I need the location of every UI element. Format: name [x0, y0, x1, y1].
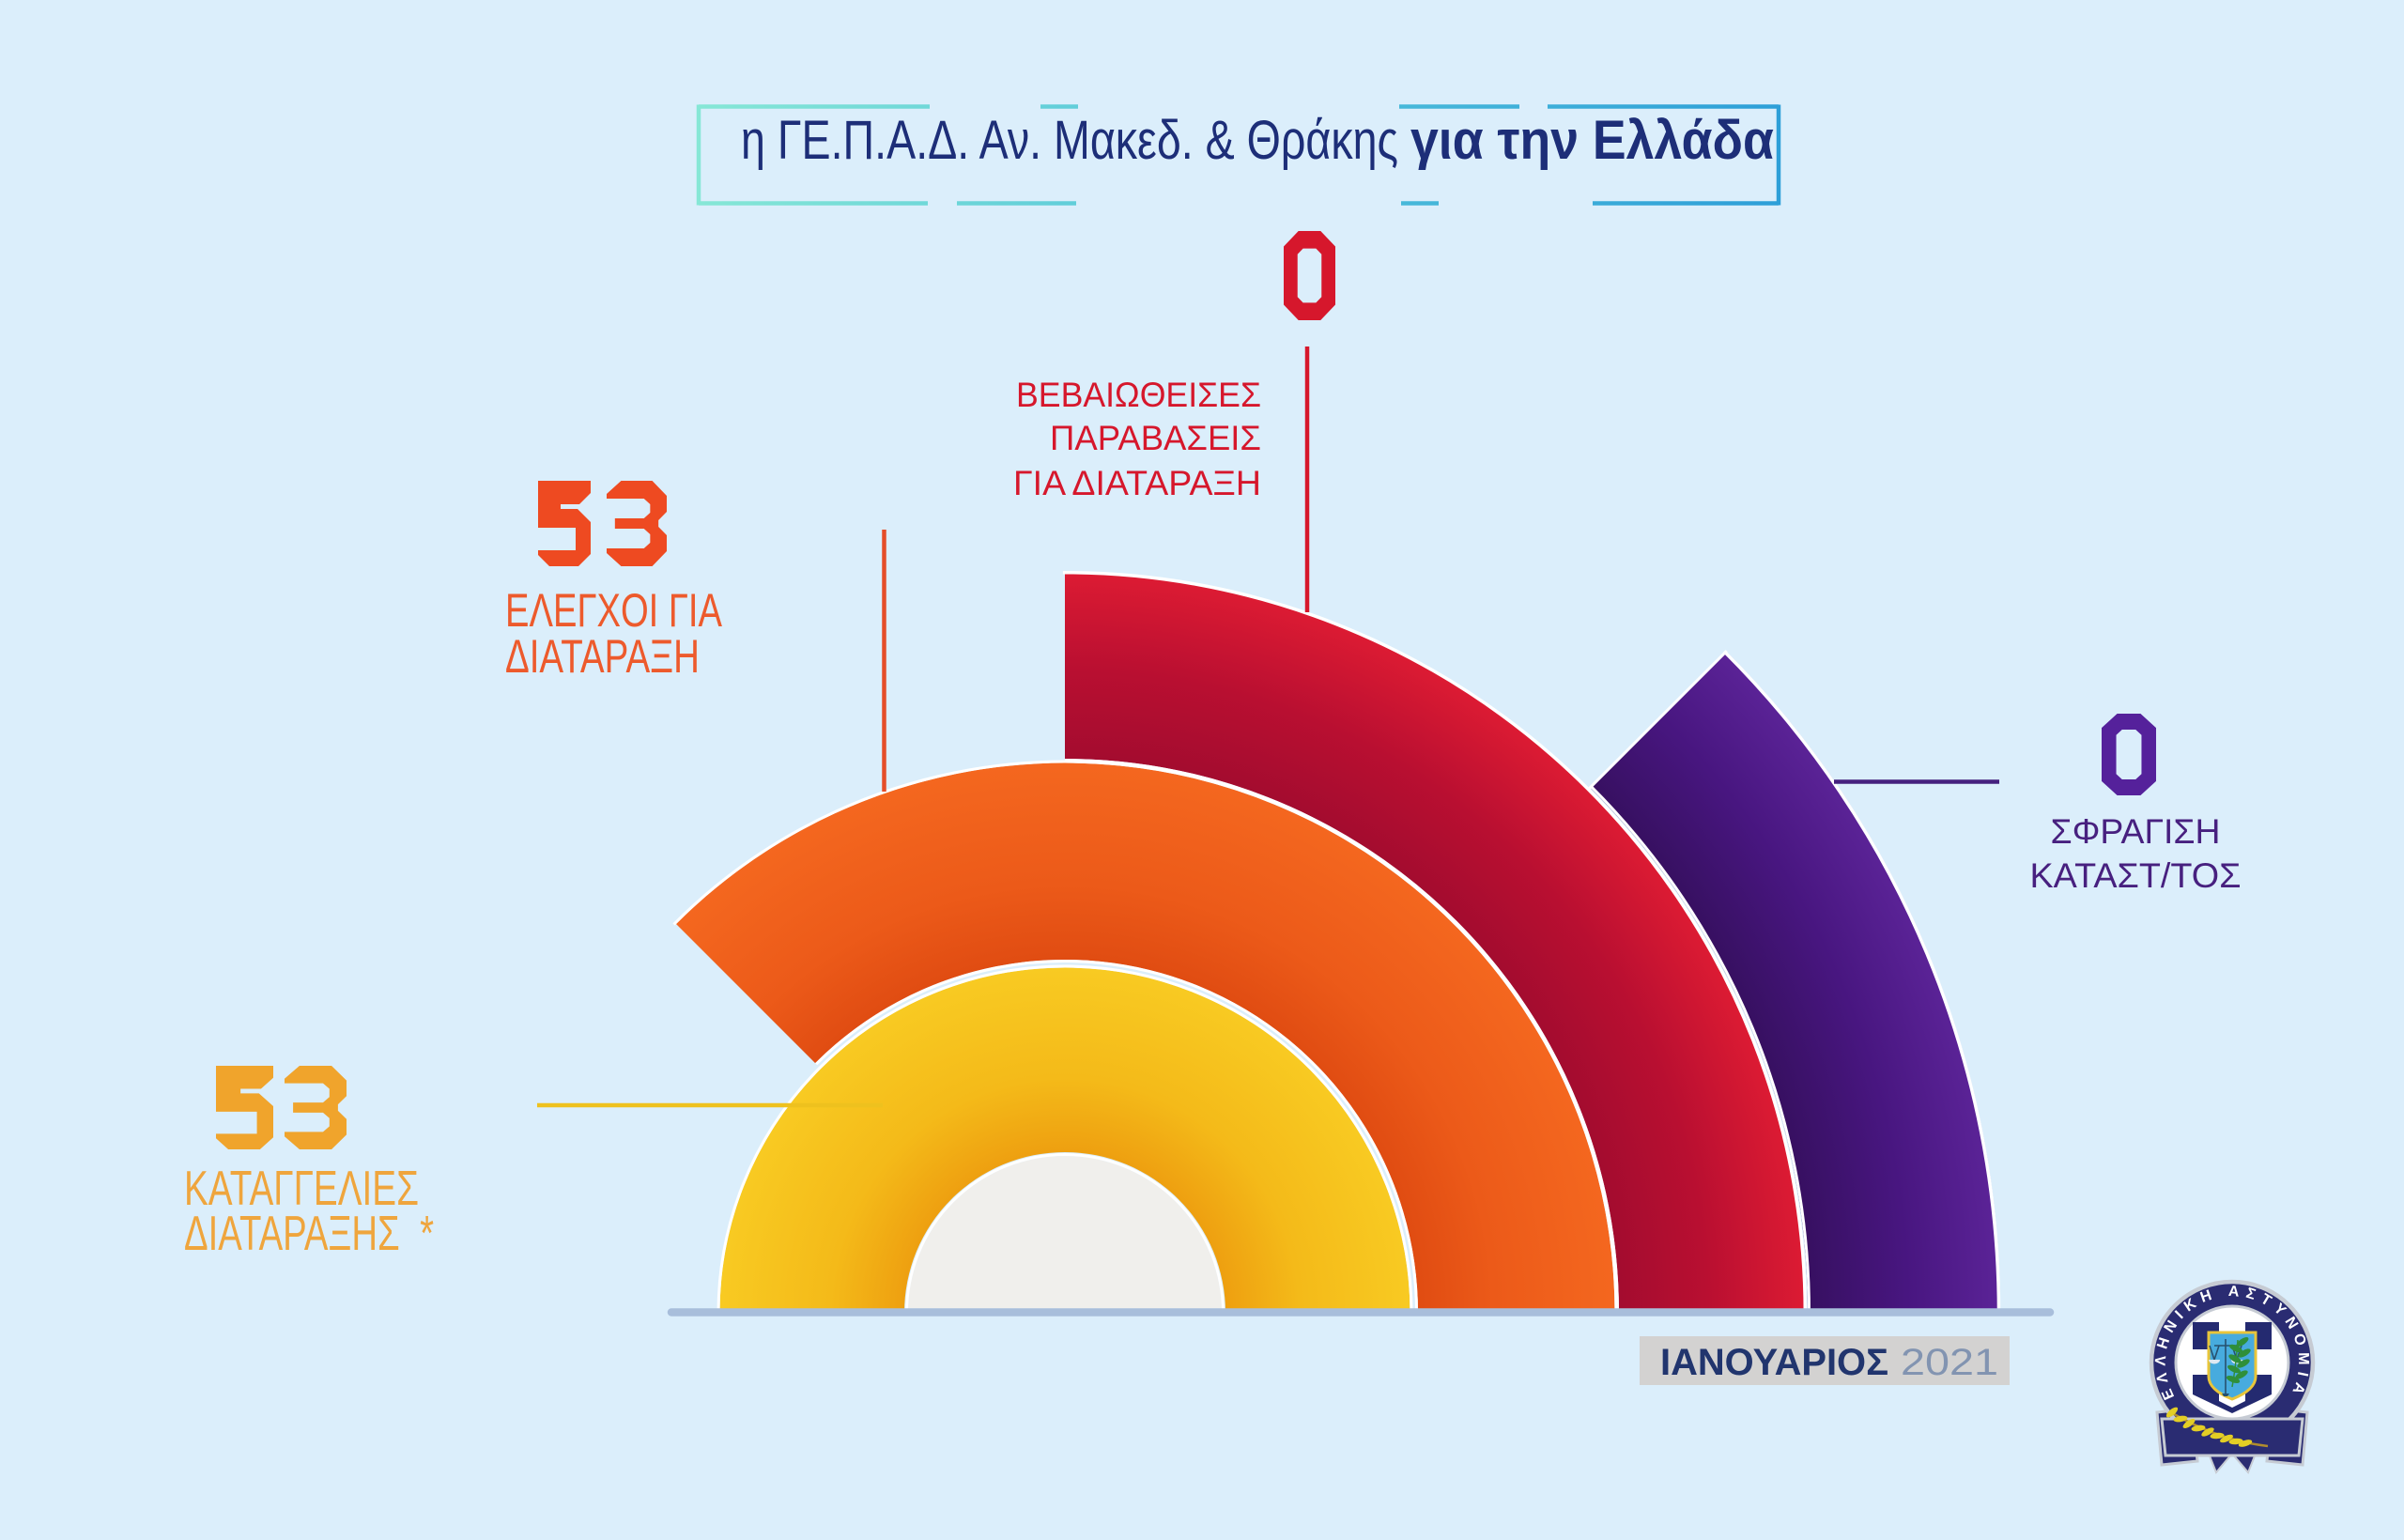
svg-text:2021: 2021 — [1901, 1342, 1998, 1383]
svg-text:ΕΛΕΓΧΟΙ ΓΙΑ: ΕΛΕΓΧΟΙ ΓΙΑ — [505, 584, 722, 637]
svg-text:ΙΑΝΟΥΑΡΙΟΣ: ΙΑΝΟΥΑΡΙΟΣ — [1660, 1342, 1888, 1383]
svg-text:ΣΦΡΑΓΙΣΗ: ΣΦΡΑΓΙΣΗ — [2051, 812, 2221, 851]
svg-text:για την Ελλάδα: για την Ελλάδα — [1410, 110, 1774, 171]
svg-text:ΠΑΡΑΒΑΣΕΙΣ: ΠΑΡΑΒΑΣΕΙΣ — [1050, 419, 1261, 457]
svg-text:ΔΙΑΤΑΡΑΞΗ: ΔΙΑΤΑΡΑΞΗ — [505, 630, 700, 683]
svg-text:ΒΕΒΑΙΩΘΕΙΣΕΣ: ΒΕΒΑΙΩΘΕΙΣΕΣ — [1016, 376, 1261, 414]
svg-text:ΓΙΑ ΔΙΑΤΑΡΑΞΗ: ΓΙΑ ΔΙΑΤΑΡΑΞΗ — [1013, 464, 1261, 502]
svg-text:η ΓΕ.Π.Α.Δ. Αν. Μακεδ. & Θράκη: η ΓΕ.Π.Α.Δ. Αν. Μακεδ. & Θράκης — [741, 110, 1398, 171]
svg-text:ΔΙΑΤΑΡΑΞΗΣ *: ΔΙΑΤΑΡΑΞΗΣ * — [184, 1207, 434, 1261]
svg-text:ΚΑΤΑΓΓΕΛΙΕΣ: ΚΑΤΑΓΓΕΛΙΕΣ — [184, 1162, 419, 1216]
svg-text:ΚΑΤΑΣΤ/ΤΟΣ: ΚΑΤΑΣΤ/ΤΟΣ — [2030, 856, 2242, 895]
